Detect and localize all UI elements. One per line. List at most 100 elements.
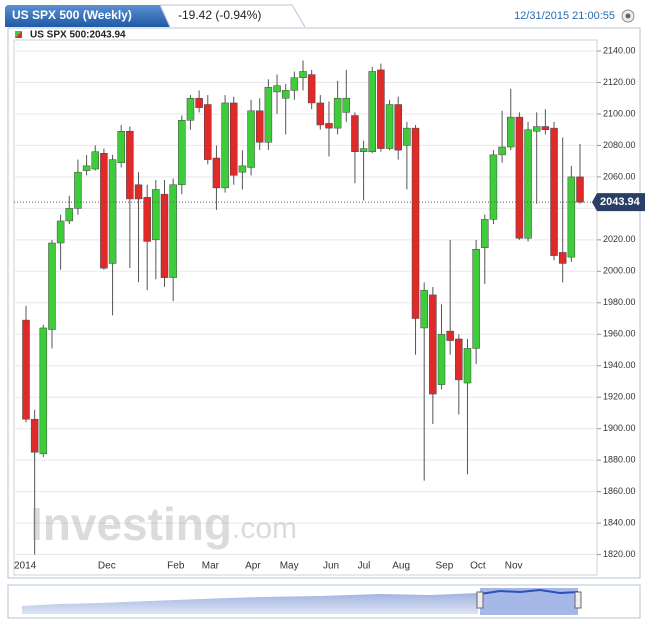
candle-body — [264, 86, 273, 143]
candle-body — [359, 148, 368, 152]
candle-body — [65, 208, 74, 222]
candle-body — [290, 77, 299, 91]
candle-body — [489, 154, 498, 220]
candle-body — [403, 127, 411, 146]
y-tick-label: 2100.00 — [603, 108, 636, 118]
x-tick-label: Jul — [358, 561, 371, 572]
datetime: 12/31/2015 21:00:55 — [514, 10, 615, 22]
watermark-main: Investing — [30, 498, 232, 550]
navigator-handle-left[interactable] — [476, 591, 484, 609]
x-tick-label: Feb — [167, 561, 185, 572]
candle-body — [169, 184, 177, 278]
candle-body — [221, 102, 229, 189]
candle-body — [342, 97, 351, 113]
legend: US SPX 500:2043.94 — [30, 30, 126, 41]
candle-body — [39, 327, 48, 455]
candle-body — [152, 189, 160, 241]
title-tab — [5, 5, 170, 27]
candle-body — [91, 151, 99, 170]
candle-body — [377, 69, 385, 149]
watermark-suffix: .com — [232, 512, 297, 545]
y-tick-label: 1980.00 — [603, 297, 636, 307]
candle-body — [82, 165, 91, 171]
x-tick-label: Aug — [392, 561, 410, 572]
candle-body — [333, 97, 342, 129]
candle-body — [385, 104, 394, 149]
candle-body — [212, 157, 221, 189]
x-tick-label: Jun — [323, 561, 339, 572]
candle-body — [411, 127, 420, 319]
candle-body — [186, 97, 195, 121]
candle-body — [515, 116, 524, 239]
y-tick-label: 1920.00 — [603, 392, 636, 402]
candle-body — [117, 131, 125, 163]
candle-body — [247, 110, 255, 168]
candle-body — [100, 153, 108, 269]
candle-body — [307, 74, 316, 104]
y-tick-label: 1900.00 — [603, 423, 636, 433]
y-tick-label: 2140.00 — [603, 45, 636, 55]
candle-body — [455, 338, 463, 381]
y-tick-label: 1960.00 — [603, 329, 636, 339]
candle-body — [238, 165, 247, 173]
change: -19.42 (-0.94%) — [178, 8, 261, 22]
candle-body — [532, 126, 541, 132]
legend-icon-down — [15, 31, 22, 38]
candle-body — [273, 85, 281, 93]
candle-body — [394, 104, 402, 151]
chart-title: US SPX 500 (Weekly) — [12, 8, 132, 22]
navigator-line — [479, 588, 579, 595]
navigator-handle-right[interactable] — [574, 591, 582, 609]
candle-body — [22, 319, 30, 420]
settings-icon-dot — [625, 13, 631, 19]
x-tick-label: 2014 — [14, 561, 37, 572]
price-tag — [592, 193, 645, 212]
candle-body — [160, 193, 169, 278]
candle-body — [74, 171, 82, 209]
candle-body — [30, 418, 39, 453]
candle-body — [108, 159, 117, 264]
candle-body — [558, 252, 567, 264]
y-tick-label: 1860.00 — [603, 486, 636, 496]
candle-body — [299, 71, 307, 79]
plot-area — [13, 39, 598, 576]
candle-body — [429, 294, 437, 395]
y-tick-label: 1880.00 — [603, 455, 636, 465]
candle-body — [281, 90, 290, 99]
y-tick-label: 2120.00 — [603, 77, 636, 87]
change-tab — [159, 4, 306, 28]
candle-body — [472, 249, 480, 349]
watermark: Investing .com — [30, 498, 297, 550]
navigator-area — [22, 593, 478, 614]
candle-body — [463, 348, 472, 384]
candle-body — [255, 110, 264, 143]
candle-body — [437, 334, 446, 385]
candle-body — [143, 197, 151, 242]
y-tick-label: 1820.00 — [603, 549, 636, 559]
x-tick-label: Mar — [202, 561, 220, 572]
candle-body — [204, 104, 212, 160]
x-tick-label: Sep — [436, 561, 454, 572]
candle-body — [134, 184, 143, 200]
candle-body — [567, 176, 576, 258]
y-tick-label: 2060.00 — [603, 171, 636, 181]
candle-body — [507, 116, 515, 148]
price-tag-label: 2043.94 — [600, 196, 641, 208]
candle-body — [368, 71, 376, 152]
y-tick-label: 1840.00 — [603, 517, 636, 527]
x-tick-label: Oct — [470, 561, 486, 572]
x-tick-label: May — [280, 561, 299, 572]
candle-body — [481, 219, 489, 248]
candle-body — [351, 115, 359, 152]
candle-body — [56, 220, 65, 244]
candle-body — [446, 330, 454, 341]
x-tick-label: Apr — [245, 561, 261, 572]
y-tick-label: 2020.00 — [603, 234, 636, 244]
candle-body — [576, 176, 584, 203]
y-tick-label: 2080.00 — [603, 140, 636, 150]
candle-body — [325, 123, 333, 129]
y-tick-label: 2000.00 — [603, 266, 636, 276]
candle-body — [524, 129, 532, 239]
candle-body — [420, 289, 428, 329]
